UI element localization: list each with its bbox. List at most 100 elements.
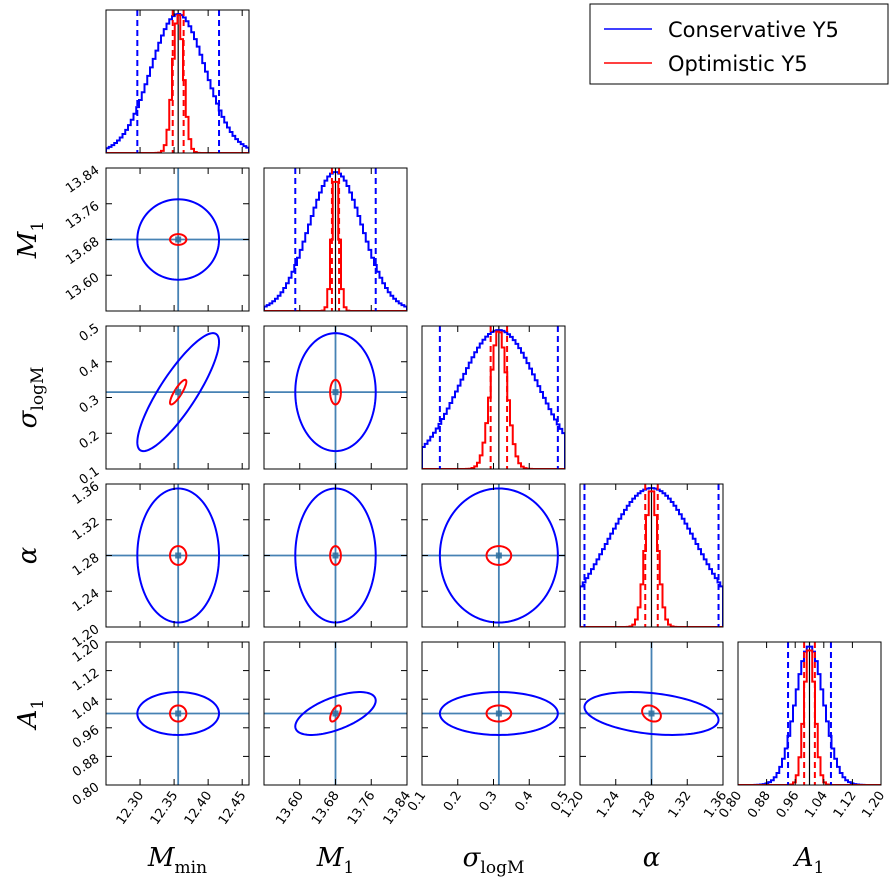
y-tick-label: 0.3: [77, 392, 103, 416]
contour-conservative: [583, 691, 720, 736]
x-tick-label: 0.4: [512, 789, 536, 815]
legend: Conservative Y5 Optimistic Y5: [589, 3, 889, 85]
contour-optimistic: [485, 704, 513, 723]
contour-optimistic: [485, 545, 513, 566]
x-tick-label: 0.3: [477, 789, 501, 815]
contour-conservative: [136, 332, 221, 453]
x-tick-label: 1.28: [630, 789, 659, 821]
y-axis-label-A1: A1: [13, 699, 48, 731]
center-marker: [175, 389, 182, 396]
y-tick-label: 13.84: [63, 163, 102, 197]
panel-M1-vs-M1: [263, 167, 408, 312]
x-tick-label: 0.96: [774, 789, 803, 821]
panel-Mmin-vs-Mmin: [105, 9, 250, 154]
panel-frame: [737, 641, 882, 786]
y-axis-label-M1: M1: [13, 221, 48, 259]
hist-optimistic: [738, 649, 881, 785]
hist-optimistic: [580, 490, 723, 627]
x-tick-label: 1.24: [594, 789, 623, 821]
hist-conservative: [106, 13, 249, 153]
panel-A1-vs-A1: [737, 641, 882, 786]
panel-frame: [105, 9, 250, 154]
y-tick-label: 1.28: [70, 550, 102, 579]
center-marker: [175, 710, 182, 717]
center-marker: [332, 552, 339, 559]
x-tick-label: 13.60: [273, 789, 307, 828]
panel-A1-vs-sigma_logM: [421, 641, 566, 786]
panel-A1-vs-alpha: [579, 641, 724, 786]
contour-optimistic: [329, 378, 342, 406]
panel-alpha-vs-M1: [263, 483, 408, 628]
x-tick-label: 12.30: [114, 789, 148, 828]
center-marker: [332, 710, 339, 717]
y-tick-label: 0.80: [70, 780, 102, 809]
contour-optimistic: [169, 233, 188, 246]
y-tick-label: 0.96: [70, 723, 102, 752]
contour-conservative: [438, 487, 559, 624]
center-marker: [175, 236, 182, 243]
y-tick-label: 0.2: [77, 428, 103, 452]
contour-conservative: [294, 487, 377, 624]
x-tick-label: 1.20: [859, 789, 888, 821]
panel-alpha-vs-alpha: [579, 483, 724, 628]
y-tick-label: 1.36: [70, 479, 102, 508]
contour-conservative: [438, 691, 559, 736]
center-marker: [495, 552, 502, 559]
x-axis-label-sigma_logM: σlogM: [463, 843, 525, 878]
x-axis-label-alpha: α: [643, 843, 661, 873]
center-marker: [495, 710, 502, 717]
x-tick-label: 1.32: [666, 789, 695, 821]
contour-optimistic: [169, 545, 188, 566]
contour-optimistic: [169, 704, 188, 723]
x-tick-label: 0.2: [441, 789, 465, 815]
hist-optimistic: [106, 14, 249, 153]
legend-label-0: Conservative Y5: [668, 18, 839, 42]
panel-A1-vs-M1: [263, 641, 408, 786]
x-tick-label: 1.12: [831, 789, 860, 821]
y-tick-label: 1.32: [70, 515, 102, 544]
x-tick-label: 13.68: [309, 789, 343, 828]
y-tick-label: 0.88: [70, 751, 102, 780]
panel-alpha-vs-sigma_logM: [421, 483, 566, 628]
y-axis-label-alpha: α: [13, 546, 43, 564]
y-tick-label: 1.04: [70, 694, 102, 723]
contour-conservative: [136, 691, 221, 736]
legend-label-1: Optimistic Y5: [668, 52, 808, 76]
contour-optimistic: [329, 704, 342, 723]
contour-conservative: [136, 198, 221, 281]
panel-alpha-vs-Mmin: [105, 483, 250, 628]
contour-optimistic: [329, 545, 342, 566]
x-tick-label: 1.04: [802, 789, 831, 821]
x-tick-label: 12.40: [182, 789, 216, 828]
x-axis-label-M1: M1: [316, 843, 354, 878]
contour-conservative: [136, 487, 221, 624]
x-axis-label-A1: A1: [793, 843, 825, 878]
center-marker: [175, 552, 182, 559]
x-tick-label: 0.1: [405, 789, 429, 815]
x-axis-label-Mmin: Mmin: [147, 843, 207, 878]
x-tick-label: 13.76: [345, 789, 379, 828]
hist-optimistic: [422, 330, 565, 469]
panel-sigma_logM-vs-M1: [263, 325, 408, 470]
panel-frame: [105, 641, 250, 786]
y-tick-label: 1.12: [70, 666, 102, 695]
center-marker: [332, 389, 339, 396]
y-tick-label: 13.76: [63, 199, 102, 233]
y-tick-label: 13.60: [63, 270, 102, 304]
x-tick-label: 0.88: [745, 789, 774, 821]
panel-A1-vs-Mmin: [105, 641, 250, 786]
x-tick-label: 12.45: [216, 789, 250, 828]
y-axis-label-sigma_logM: σlogM: [13, 367, 48, 429]
contour-optimistic: [169, 378, 188, 406]
hist-optimistic: [264, 180, 407, 311]
legend-box: [589, 3, 889, 85]
contour-conservative: [294, 332, 377, 453]
contour-conservative: [294, 691, 377, 736]
panel-sigma_logM-vs-Mmin: [105, 325, 250, 470]
center-marker: [648, 710, 655, 717]
contour-optimistic: [641, 704, 662, 723]
y-tick-label: 0.4: [77, 357, 103, 381]
y-tick-label: 13.68: [63, 234, 102, 268]
y-tick-label: 1.24: [70, 586, 102, 615]
